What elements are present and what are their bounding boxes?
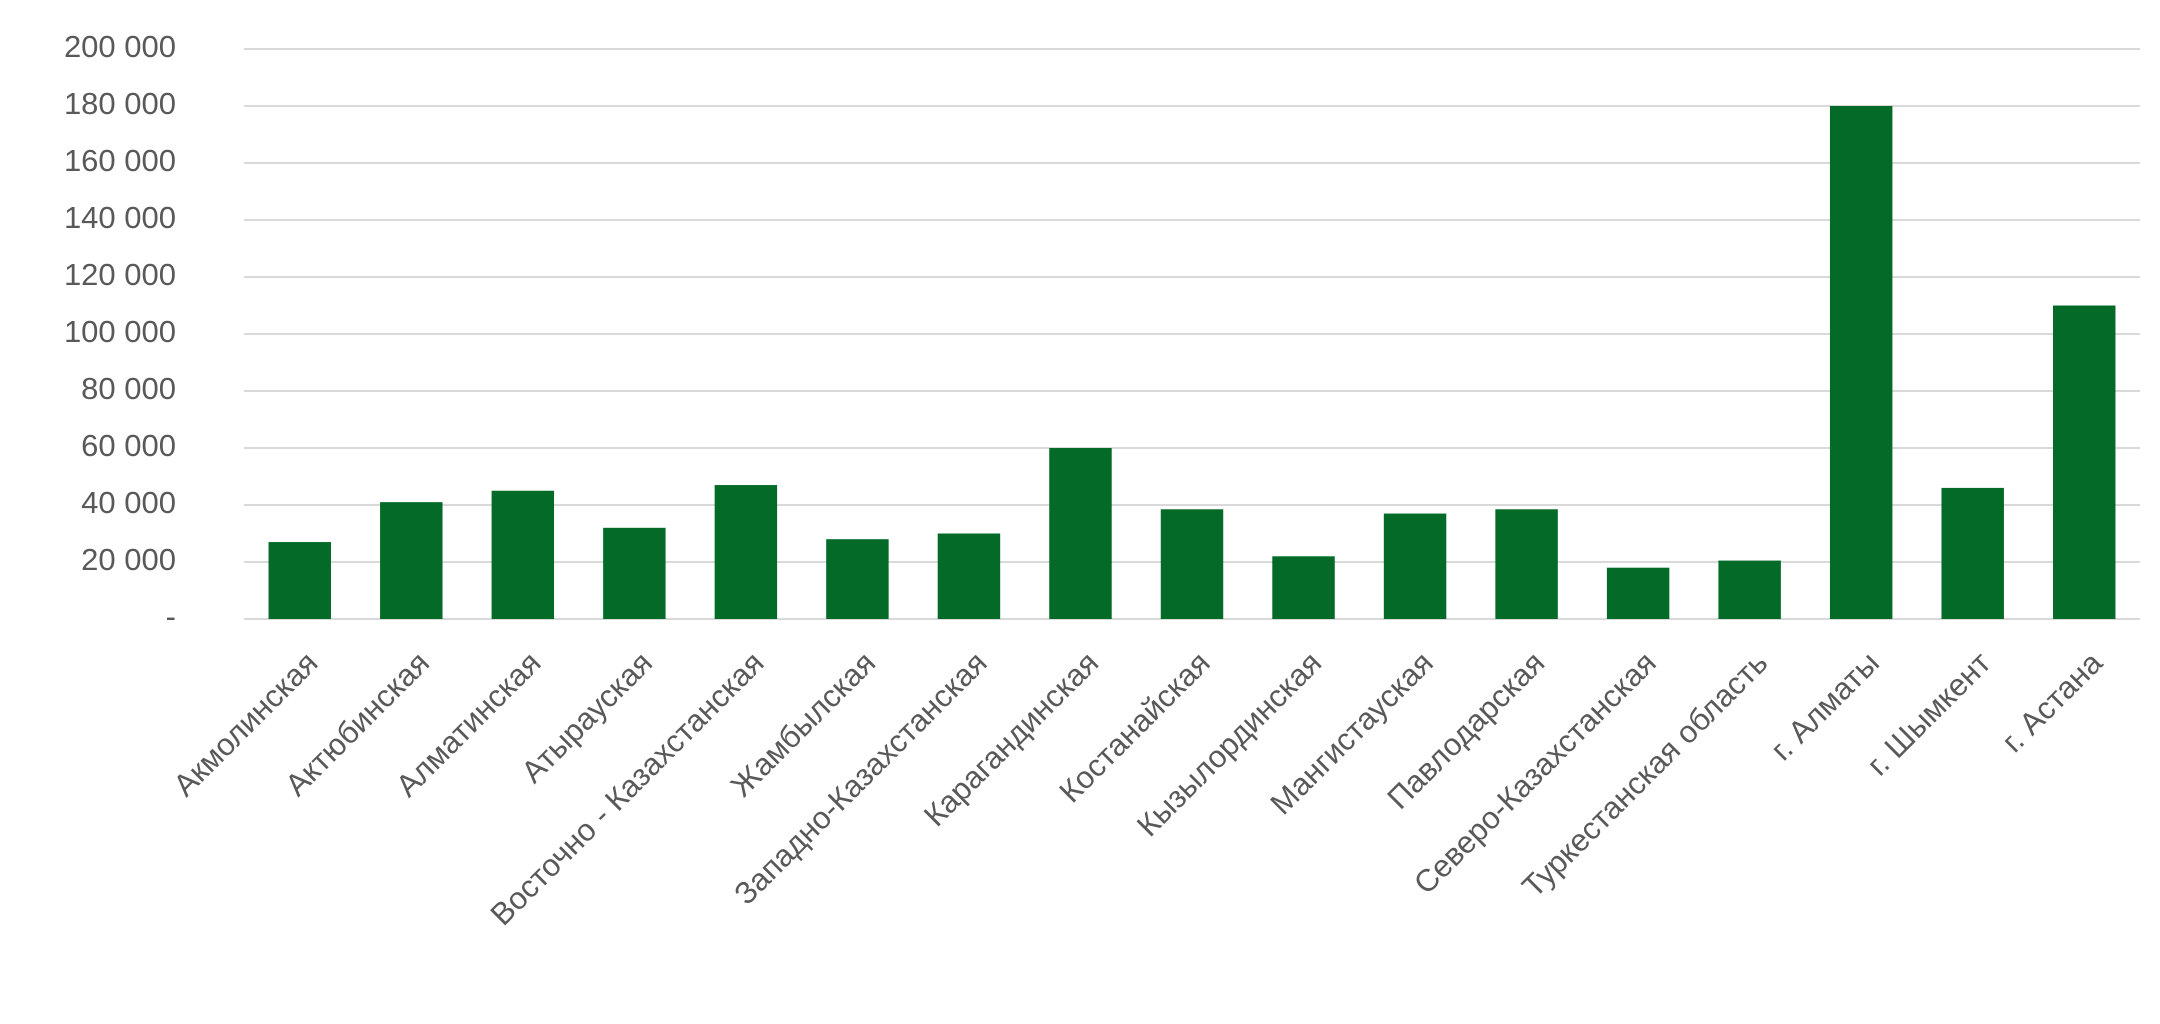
y-tick-label: 80 000 <box>81 371 176 406</box>
bar <box>1049 448 1112 619</box>
bar <box>1383 513 1447 619</box>
bar <box>1829 106 1893 619</box>
y-tick-label: 160 000 <box>64 143 176 178</box>
y-tick-label: 120 000 <box>64 257 176 292</box>
bar <box>937 533 1001 619</box>
bar <box>1272 556 1335 619</box>
x-tick-label: г. Астана <box>1995 644 2110 759</box>
bar <box>714 485 778 619</box>
y-tick-label: 20 000 <box>81 542 176 577</box>
bar <box>1941 487 2004 619</box>
bar <box>826 539 889 619</box>
y-tick-label: 140 000 <box>64 200 176 235</box>
bar <box>1160 509 1224 619</box>
bar <box>380 502 443 619</box>
y-tick-label: 60 000 <box>81 428 176 463</box>
bar <box>1495 509 1558 619</box>
y-tick-label: 180 000 <box>64 86 176 121</box>
bar <box>268 542 331 619</box>
y-tick-label: 100 000 <box>64 314 176 349</box>
bar <box>1718 560 1781 619</box>
bar <box>2053 305 2116 619</box>
bar <box>1606 567 1670 619</box>
x-tick-label: Кызылординская <box>1130 645 1328 843</box>
y-tick-label: 200 000 <box>64 29 176 64</box>
y-tick-label: - <box>166 599 176 634</box>
bar <box>603 527 666 619</box>
y-tick-label: 40 000 <box>81 485 176 520</box>
bar <box>491 490 555 619</box>
